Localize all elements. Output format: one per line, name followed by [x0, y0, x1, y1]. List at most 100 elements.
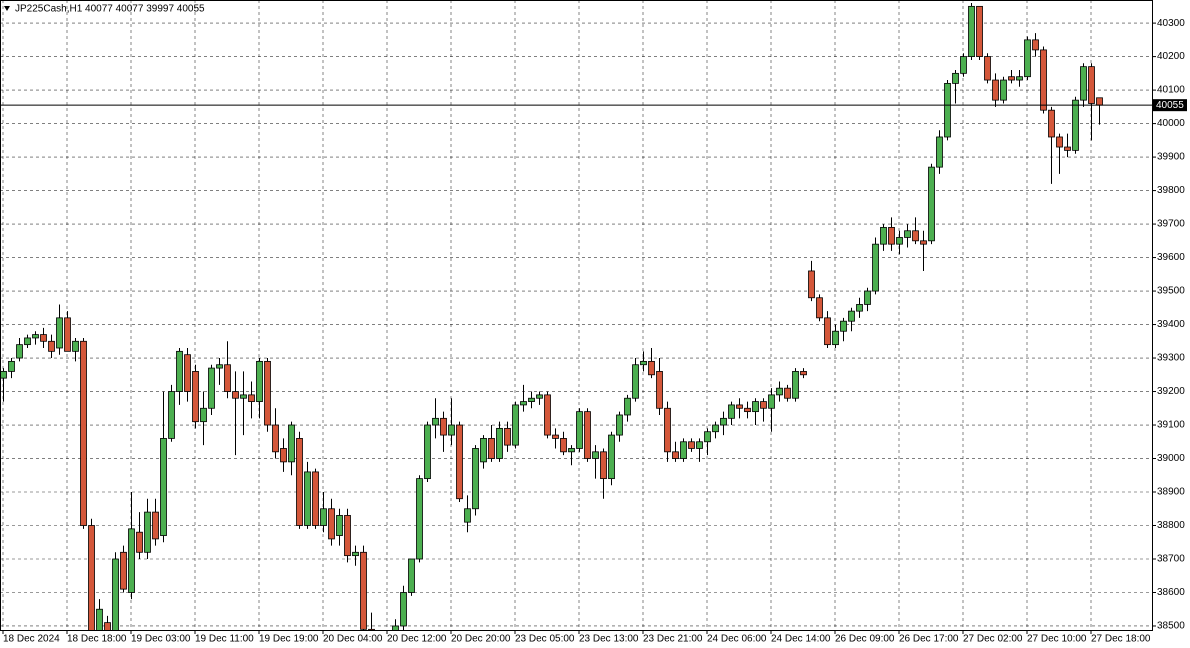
- candle-body: [16, 344, 23, 359]
- candle-body: [536, 394, 543, 399]
- candle-body: [504, 427, 511, 446]
- candle-body: [520, 401, 527, 406]
- candle-body: [184, 354, 191, 392]
- candle-body: [1088, 66, 1095, 104]
- candle-body: [776, 387, 783, 396]
- x-tick-label: 23 Dec 21:00: [643, 634, 703, 645]
- candle-body: [640, 360, 647, 366]
- candle-body: [960, 56, 967, 74]
- candle-body: [360, 551, 367, 630]
- candle-body: [336, 515, 343, 536]
- candle-body: [784, 387, 791, 399]
- candle-body: [880, 227, 887, 245]
- candle-body: [920, 240, 927, 245]
- candle-body: [1072, 99, 1079, 151]
- x-tick-label: 20 Dec 12:00: [387, 634, 447, 645]
- x-tick-label: 27 Dec 18:00: [1091, 634, 1151, 645]
- y-tick-label: 40000: [1157, 118, 1185, 129]
- candle-body: [736, 404, 743, 409]
- x-tick-label: 24 Dec 06:00: [707, 634, 767, 645]
- candle-body: [320, 508, 327, 526]
- candle-body: [112, 558, 119, 630]
- candle-body: [176, 350, 183, 392]
- candle-body: [656, 371, 663, 409]
- y-tick-label: 39400: [1157, 319, 1185, 330]
- candle-body: [128, 528, 135, 593]
- last-price-label: 40055: [1156, 100, 1184, 111]
- candle-body: [1048, 109, 1055, 138]
- candle-body: [608, 434, 615, 480]
- candle-body: [472, 448, 479, 510]
- candle-body: [760, 401, 767, 409]
- candle-body: [1080, 66, 1087, 101]
- candle-body: [800, 371, 807, 376]
- candle-body: [216, 364, 223, 369]
- candle-body: [480, 438, 487, 463]
- x-tick-label: 19 Dec 03:00: [131, 634, 191, 645]
- candle-body: [1064, 146, 1071, 151]
- candle-body: [0, 371, 7, 379]
- chart-title: JP225Cash,H1 40077 40077 39997 40055: [15, 4, 205, 15]
- candle-body: [1008, 76, 1015, 81]
- candle-body: [424, 424, 431, 480]
- x-tick-label: 19 Dec 11:00: [195, 634, 254, 645]
- candle-body: [1000, 79, 1007, 101]
- candle-body: [272, 424, 279, 453]
- candle-body: [296, 438, 303, 526]
- candle-body: [488, 438, 495, 459]
- candle-body: [568, 448, 575, 453]
- candle-body: [712, 424, 719, 433]
- candle-body: [8, 360, 15, 372]
- candle-body: [944, 82, 951, 138]
- candle-body: [824, 317, 831, 346]
- candle-body: [56, 317, 63, 349]
- candle-body: [968, 5, 975, 58]
- candle-body: [288, 424, 295, 463]
- candle-body: [1096, 97, 1103, 106]
- candle-body: [88, 525, 95, 630]
- candle-body: [40, 334, 47, 342]
- candle-body: [544, 394, 551, 436]
- candle-body: [352, 551, 359, 557]
- candle-body: [1016, 76, 1023, 81]
- candle-body: [72, 340, 79, 352]
- candle-body: [32, 334, 39, 339]
- candle-body: [448, 424, 455, 436]
- candle-body: [744, 407, 751, 413]
- candle-body: [584, 411, 591, 459]
- candle-body: [928, 166, 935, 242]
- y-tick-label: 38700: [1157, 554, 1185, 565]
- candle-body: [416, 478, 423, 560]
- y-tick-label: 39700: [1157, 219, 1185, 230]
- candle-body: [752, 401, 759, 413]
- y-tick-label: 38900: [1157, 487, 1185, 498]
- candles: [0, 3, 1103, 630]
- candle-body: [1024, 39, 1031, 78]
- x-tick-label: 26 Dec 09:00: [835, 634, 895, 645]
- candle-body: [280, 448, 287, 463]
- candle-body: [248, 394, 255, 402]
- candle-body: [528, 397, 535, 402]
- candle-body: [344, 515, 351, 557]
- candle-body: [80, 340, 87, 526]
- candle-body: [392, 625, 399, 630]
- candle-body: [912, 230, 919, 242]
- x-tick-label: 20 Dec 20:00: [451, 634, 511, 645]
- candle-body: [624, 397, 631, 416]
- candle-body: [136, 531, 143, 553]
- candle-body: [992, 79, 999, 101]
- x-tick-label: 23 Dec 05:00: [515, 634, 575, 645]
- x-tick-label: 26 Dec 17:00: [899, 634, 959, 645]
- x-tick-label: 18 Dec 2024: [3, 634, 60, 645]
- candle-body: [64, 317, 71, 352]
- candle-body: [440, 417, 447, 436]
- candle-body: [848, 310, 855, 322]
- y-tick-label: 39500: [1157, 286, 1185, 297]
- x-tick-label: 20 Dec 04:00: [323, 634, 383, 645]
- candle-body: [1040, 49, 1047, 111]
- candle-body: [648, 360, 655, 376]
- candle-body: [632, 364, 639, 399]
- menu-arrow[interactable]: [4, 6, 10, 11]
- y-tick-label: 38600: [1157, 587, 1185, 598]
